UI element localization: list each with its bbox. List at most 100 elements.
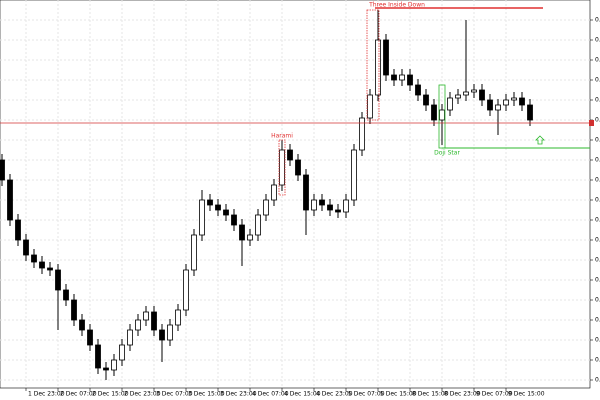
y-tick-label: 0.742	[595, 117, 600, 124]
candle-body	[391, 74, 397, 81]
y-tick-label: 0.736	[595, 177, 600, 184]
y-tick-label: 0.726	[595, 277, 600, 284]
pattern-label: Doji Star	[434, 150, 460, 157]
candle-body	[95, 344, 101, 369]
candle-body	[47, 267, 53, 271]
y-tick-label: 0.738	[595, 157, 600, 164]
candle-body	[319, 199, 325, 206]
candle-body	[439, 109, 445, 121]
candle-body	[199, 199, 205, 236]
candle-body	[407, 74, 413, 86]
pattern-label: Three Inside Down	[368, 2, 425, 9]
x-tick-label: 2 Dec 23:00	[124, 391, 161, 398]
candle-body	[0, 159, 5, 181]
x-tick-label: 4 Dec 07:00	[252, 391, 289, 398]
x-tick-label: 8 Dec 15:00	[412, 391, 449, 398]
candle-body	[423, 94, 429, 106]
x-tick-label: 1 Dec 23:00	[28, 391, 65, 398]
candle-body	[295, 159, 301, 176]
candle-body	[207, 199, 213, 206]
candle-body	[63, 289, 69, 301]
x-tick-label: 3 Dec 23:00	[220, 391, 257, 398]
y-tick-label: 0.72	[595, 337, 600, 344]
price-marker	[589, 120, 594, 126]
x-tick-label: 5 Dec 07:00	[348, 391, 385, 398]
x-tick-label: 8 Dec 23:00	[444, 391, 481, 398]
candle-body	[327, 204, 333, 211]
candle-body	[103, 367, 109, 371]
candle-body	[87, 329, 93, 346]
candle-body	[151, 311, 157, 331]
candle-body	[175, 309, 181, 326]
candle-body	[463, 91, 469, 96]
x-tick-label: 2 Dec 07:00	[60, 391, 97, 398]
candle-body	[471, 89, 477, 93]
x-tick-label: 4 Dec 23:00	[316, 391, 353, 398]
signal-arrow	[535, 135, 545, 145]
candle-body	[431, 104, 437, 121]
y-tick-label: 0.75	[595, 37, 600, 44]
y-tick-label: 0.748	[595, 57, 600, 64]
x-tick-label: 3 Dec 07:00	[156, 391, 193, 398]
candle-body	[495, 104, 501, 111]
candle-body	[367, 94, 373, 119]
x-tick-label: 5 Dec 15:00	[380, 391, 417, 398]
y-tick-label: 0.716	[595, 377, 600, 384]
candle-body	[335, 209, 341, 213]
candle-body	[287, 149, 293, 161]
candle-body	[415, 84, 421, 96]
y-tick-label: 0.746	[595, 77, 600, 84]
pattern-label: Harami	[271, 133, 293, 140]
x-tick-label: 2 Dec 15:00	[92, 391, 129, 398]
candle-body	[487, 99, 493, 111]
x-tick-label: 4 Dec 15:00	[284, 391, 321, 398]
candle-body	[183, 269, 189, 311]
candle-body	[143, 311, 149, 321]
candle-body	[447, 97, 453, 111]
y-tick-label: 0.74	[595, 137, 600, 144]
candle-body	[527, 104, 533, 121]
pattern-box	[366, 9, 380, 121]
candle-body	[279, 149, 285, 186]
candle-body	[503, 99, 509, 106]
pattern-box	[278, 139, 286, 196]
candle-body	[127, 329, 133, 346]
candle-body	[191, 234, 197, 271]
y-tick-label: 0.732	[595, 217, 600, 224]
candle-body	[119, 344, 125, 361]
candle-body	[263, 199, 269, 216]
candle-body	[223, 209, 229, 216]
candle-body	[71, 299, 77, 321]
candle-body	[23, 239, 29, 256]
candle-body	[511, 97, 517, 101]
candle-body	[255, 214, 261, 236]
plot-area	[0, 0, 591, 389]
candle-body	[375, 39, 381, 96]
candle-body	[215, 204, 221, 211]
candle-body	[239, 224, 245, 241]
y-tick-label: 0.752	[595, 17, 600, 24]
candle-body	[167, 324, 173, 341]
x-tick-label: 3 Dec 15:00	[188, 391, 225, 398]
candle-body	[159, 329, 165, 341]
candle-body	[135, 319, 141, 331]
y-tick-label: 0.728	[595, 257, 600, 264]
candle-body	[7, 179, 13, 221]
candle-body	[399, 74, 405, 81]
candle-body	[79, 319, 85, 331]
candle-body	[231, 214, 237, 226]
candle-body	[351, 149, 357, 201]
x-tick-label: 9 Dec 15:00	[508, 391, 545, 398]
candle-body	[343, 199, 349, 213]
candle-body	[55, 269, 61, 291]
y-tick-label: 0.724	[595, 297, 600, 304]
y-tick-label: 0.73	[595, 237, 600, 244]
x-tick-label: 9 Dec 07:00	[476, 391, 513, 398]
candle-body	[519, 97, 525, 106]
candle-body	[479, 89, 485, 101]
candle-body	[271, 184, 277, 201]
candle-body	[303, 174, 309, 211]
y-tick-label: 0.744	[595, 97, 600, 104]
candle-body	[31, 254, 37, 263]
